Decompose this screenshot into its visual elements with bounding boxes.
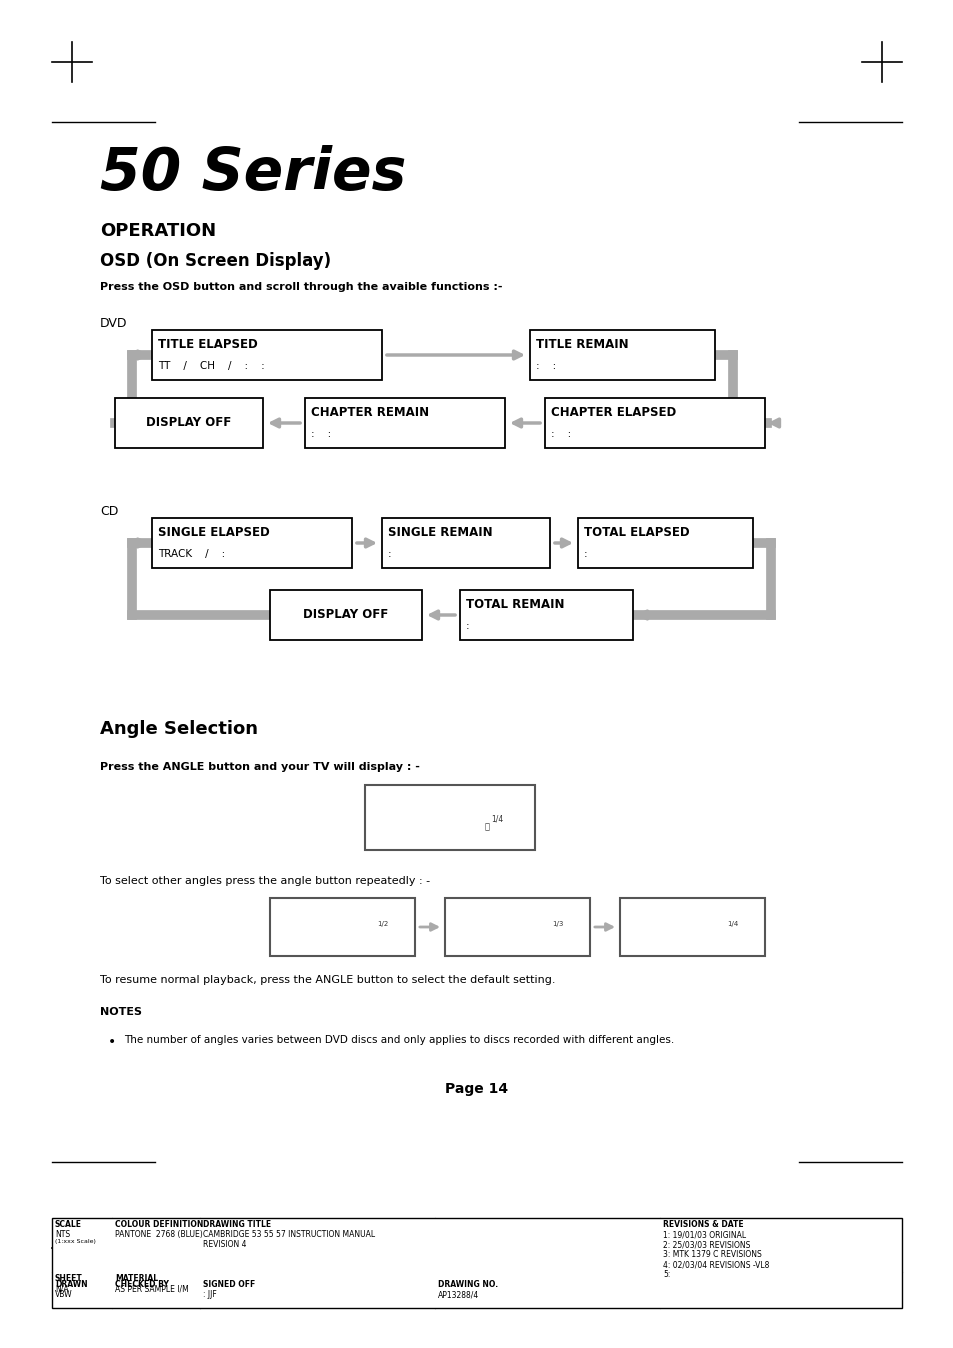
Text: SHEET: SHEET	[55, 1274, 83, 1283]
Bar	[52, 1219, 901, 1308]
Text: 1: 19/01/03 ORIGINAL: 1: 19/01/03 ORIGINAL	[662, 1229, 745, 1239]
Bar	[270, 590, 421, 640]
Text: Press the ANGLE button and your TV will display : -: Press the ANGLE button and your TV will …	[100, 762, 419, 772]
Text: 3: MTK 1379 C REVISIONS: 3: MTK 1379 C REVISIONS	[662, 1250, 760, 1259]
Text: OSD (On Screen Display): OSD (On Screen Display)	[100, 252, 331, 270]
Text: SCALE: SCALE	[55, 1220, 82, 1229]
Text: DRAWING TITLE: DRAWING TITLE	[203, 1220, 271, 1229]
Bar	[152, 330, 381, 380]
Bar	[578, 518, 752, 568]
Text: CHAPTER ELAPSED: CHAPTER ELAPSED	[551, 407, 676, 419]
Text: CD: CD	[100, 506, 118, 518]
Text: :: :	[465, 621, 469, 631]
Text: 5:: 5:	[662, 1270, 670, 1279]
Text: DRAWING NO.: DRAWING NO.	[437, 1281, 497, 1289]
Text: :    :: : :	[551, 429, 571, 439]
Text: SINGLE ELAPSED: SINGLE ELAPSED	[158, 527, 270, 539]
Text: REVISIONS & DATE: REVISIONS & DATE	[662, 1220, 742, 1229]
Text: ⛹: ⛹	[484, 822, 490, 832]
Text: SINGLE REMAIN: SINGLE REMAIN	[388, 527, 492, 539]
Text: SIGNED OFF: SIGNED OFF	[203, 1281, 255, 1289]
Text: To resume normal playback, press the ANGLE button to select the default setting.: To resume normal playback, press the ANG…	[100, 975, 555, 985]
Text: CHECKED BY: CHECKED BY	[115, 1281, 169, 1289]
Text: :: :	[388, 549, 392, 559]
Bar	[619, 898, 764, 956]
Text: The number of angles varies between DVD discs and only applies to discs recorded: The number of angles varies between DVD …	[124, 1035, 674, 1045]
Text: TITLE REMAIN: TITLE REMAIN	[536, 338, 628, 352]
Bar	[381, 518, 550, 568]
Text: TOTAL REMAIN: TOTAL REMAIN	[465, 599, 564, 612]
Text: •: •	[108, 1035, 116, 1049]
Bar	[365, 785, 535, 851]
Text: TOTAL ELAPSED: TOTAL ELAPSED	[583, 527, 689, 539]
Text: To select other angles press the angle button repeatedly : -: To select other angles press the angle b…	[100, 876, 430, 886]
Text: (1:xxx Scale): (1:xxx Scale)	[55, 1239, 95, 1244]
Bar	[544, 398, 764, 448]
Text: 2: 25/03/03 REVISIONS: 2: 25/03/03 REVISIONS	[662, 1240, 750, 1250]
Text: Angle Selection: Angle Selection	[100, 720, 257, 737]
Text: 4: 02/03/04 REVISIONS -VL8: 4: 02/03/04 REVISIONS -VL8	[662, 1260, 768, 1268]
Text: AP13288/4: AP13288/4	[437, 1290, 478, 1299]
Text: :    :: : :	[311, 429, 331, 439]
Text: NTS: NTS	[55, 1229, 71, 1239]
Text: 1/3: 1/3	[552, 921, 563, 927]
Text: REVISION 4: REVISION 4	[203, 1240, 246, 1250]
Text: PANTONE  2768 (BLUE): PANTONE 2768 (BLUE)	[115, 1229, 203, 1239]
Text: DISPLAY OFF: DISPLAY OFF	[146, 417, 232, 430]
Text: AS PER SAMPLE I/M: AS PER SAMPLE I/M	[115, 1285, 189, 1293]
Text: VBW: VBW	[55, 1290, 72, 1299]
Text: 50 Series: 50 Series	[100, 146, 406, 202]
Text: OPERATION: OPERATION	[100, 222, 216, 240]
Text: MATERIAL: MATERIAL	[115, 1274, 158, 1283]
Text: DISPLAY OFF: DISPLAY OFF	[303, 608, 388, 621]
Text: Press the OSD button and scroll through the avaible functions :-: Press the OSD button and scroll through …	[100, 282, 502, 293]
Bar	[270, 898, 415, 956]
Bar	[152, 518, 352, 568]
Text: 1/4: 1/4	[491, 814, 503, 824]
Text: : JJF: : JJF	[203, 1290, 216, 1299]
Bar	[530, 330, 714, 380]
Text: TRACK    /    :: TRACK / :	[158, 549, 225, 559]
Bar	[115, 398, 263, 448]
Text: CHAPTER REMAIN: CHAPTER REMAIN	[311, 407, 429, 419]
Text: N/A: N/A	[55, 1285, 69, 1293]
Text: TT    /    CH    /    :    :: TT / CH / : :	[158, 361, 265, 371]
Text: :: :	[583, 549, 587, 559]
Bar	[444, 898, 589, 956]
Bar	[305, 398, 504, 448]
Text: NOTES: NOTES	[100, 1007, 142, 1016]
Text: TITLE ELAPSED: TITLE ELAPSED	[158, 338, 257, 352]
Text: :    :: : :	[536, 361, 556, 371]
Text: DRAWN: DRAWN	[55, 1281, 88, 1289]
Text: DVD: DVD	[100, 317, 128, 330]
Text: Page 14: Page 14	[445, 1082, 508, 1096]
Text: COLOUR DEFINITION: COLOUR DEFINITION	[115, 1220, 203, 1229]
Text: 1/4: 1/4	[727, 921, 738, 927]
Text: 1/2: 1/2	[377, 921, 388, 927]
Bar	[459, 590, 633, 640]
Text: CAMBRIDGE 53 55 57 INSTRUCTION MANUAL: CAMBRIDGE 53 55 57 INSTRUCTION MANUAL	[203, 1229, 375, 1239]
